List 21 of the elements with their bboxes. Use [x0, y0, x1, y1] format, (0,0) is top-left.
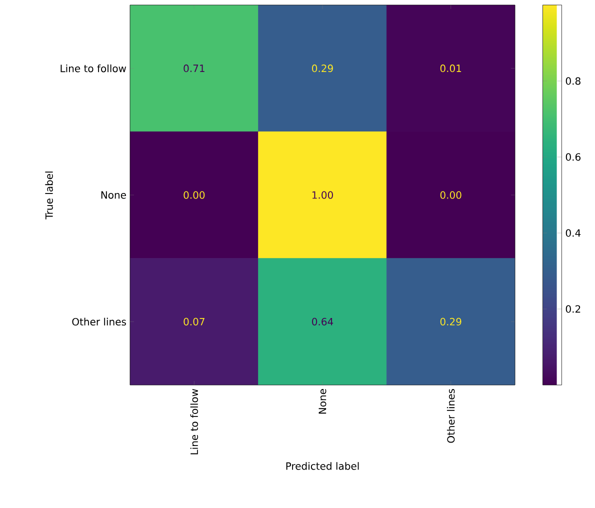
y-tick-label: Line to follow	[60, 64, 126, 72]
color-bar-label: 0.2	[566, 305, 580, 313]
y-axis-title: True label	[45, 172, 53, 220]
data-label: 0.71	[184, 64, 204, 72]
data-label: 0.64	[312, 318, 334, 326]
x-tick-label: Other lines	[446, 389, 455, 443]
color-bar-label: 0.6	[566, 153, 580, 161]
data-label: 0.29	[440, 318, 462, 326]
data-label: 1.00	[312, 191, 333, 199]
data-label: 0.00	[184, 191, 205, 199]
x-tick-label: None	[318, 389, 326, 414]
y-tick-label: None	[101, 191, 126, 199]
data-label: 0.01	[440, 64, 462, 72]
x-axis-title: Predicted label	[286, 462, 359, 470]
color-bar-label: 0.4	[566, 229, 581, 237]
y-tick-label: Other lines	[72, 318, 126, 326]
x-tick-label: Line to follow	[190, 388, 198, 454]
data-label: 0.07	[184, 318, 204, 326]
data-label: 0.00	[440, 191, 462, 199]
data-label: 0.29	[312, 64, 333, 72]
color-bar-label: 0.8	[566, 77, 580, 85]
